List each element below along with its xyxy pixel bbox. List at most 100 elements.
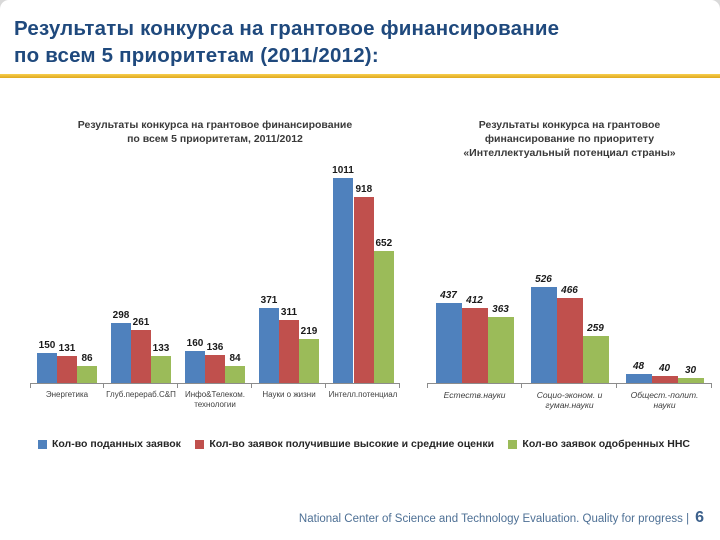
bar [530,287,557,383]
category-label: Социо-эконом. и гуман.науки [536,390,603,410]
category-group: 437 412 363 [427,168,522,388]
bar-with-label: 918 [353,183,374,383]
bar-value-label: 298 [112,309,130,321]
bar-with-label: 437 [435,290,462,383]
bar-value-label: 371 [260,294,278,306]
bar-with-label: 412 [461,294,488,383]
bar-with-label: 1011 [332,165,354,383]
bar-with-label: 259 [582,322,609,383]
bar-value-label: 526 [535,274,552,286]
bar-value-label: 311 [280,306,298,318]
bar [299,338,319,383]
bar-value-label: 150 [38,339,56,351]
bar-with-label: 371 [259,295,279,383]
bar [353,196,374,383]
bar [259,307,279,383]
bar-with-label: 133 [151,343,171,383]
legend-swatch-icon [195,439,205,449]
bar [225,366,245,383]
bar [487,316,514,383]
bar-with-label: 30 [677,364,704,383]
bar [77,365,97,383]
bar [37,352,57,383]
bar [373,250,394,383]
chart-intellectual-potential: Результаты конкурса на грантовое финанси… [427,112,712,410]
bar [279,319,299,383]
bar-value-label: 160 [186,337,204,349]
bar-with-label: 652 [373,237,394,383]
chart-title-line: «Интеллектуальный потенциал страны» [463,147,676,159]
bar-with-label: 160 [185,337,205,383]
bar-value-label: 437 [440,290,457,302]
bar-with-label: 84 [225,353,245,383]
bar-value-label: 1011 [332,164,354,176]
category-label: Энергетика [45,390,89,399]
chart-title-line: по всем 5 приоритетам, 2011/2012 [127,133,303,145]
bar-with-label: 466 [556,285,583,383]
bar-value-label: 219 [300,325,318,337]
category-label: Глуб.перераб.С&П [106,390,176,399]
bar [461,307,488,383]
footer-text: National Center of Science and Technolog… [298,513,690,525]
chart-intellectual-potential-category-axis: Естеств.науки Социо-эконом. и гуман.науки… [427,390,712,410]
bar-value-label: 918 [355,183,373,195]
bar [556,298,583,383]
category-label: Интелл.потенциал [328,390,398,399]
bar [151,356,171,383]
bar-value-label: 136 [206,342,224,354]
slide-footer: National Center of Science and Technolog… [299,509,704,527]
bar-with-label: 526 [530,274,557,383]
legend-label: Кол-во поданных заявок [52,438,181,450]
legend-item: Кол-во заявок получившие высокие и средн… [195,438,494,450]
category-group: 1011 918 652 [326,165,400,388]
bar-with-label: 48 [625,361,652,383]
category-group: 371 311 219 [252,168,326,388]
category-label: Инфо&Телеком. технологии [184,390,246,409]
bar [677,377,704,383]
bar [625,374,652,383]
legend-item: Кол-во поданных заявок [38,438,181,450]
legend-swatch-icon [508,439,518,449]
bar-with-label: 40 [651,363,678,383]
category-group: 160 136 84 [178,168,252,388]
bar-value-label: 259 [587,322,604,334]
category-group: 298 261 133 [104,168,178,388]
bar-with-label: 86 [77,353,97,383]
chart-title-line: Результаты конкурса на грантовое финанси… [77,119,353,131]
category-label: Естеств.науки [443,390,506,400]
bar [57,356,77,383]
bar [205,355,225,383]
bar-value-label: 84 [229,353,241,364]
category-group: 150 131 86 [30,168,104,388]
chart-all-priorities-category-axis: Энергетика Глуб.перераб.С&П Инфо&Телеком. … [30,390,400,410]
bar-with-label: 131 [57,343,77,383]
bar-value-label: 30 [684,364,697,376]
bar [435,303,462,383]
bar-with-label: 150 [37,340,57,383]
category-group: 526 466 259 [522,168,617,388]
chart-all-priorities-plot: 150 131 86 298 261 133 160 136 84 371 311 219 1011 91… [30,165,400,388]
bar-with-label: 311 [279,307,299,383]
chart-all-priorities-title: Результаты конкурса на грантовое финанси… [30,112,400,168]
legend-item: Кол-во заявок одобренных ННС [508,438,690,450]
slide-title-line-2: по всем 5 приоритетам (2011/2012): [14,44,379,67]
bar-value-label: 261 [132,317,150,329]
bar-value-label: 652 [375,237,393,249]
bar-value-label: 412 [466,294,483,306]
bar-value-label: 466 [561,285,578,297]
bar [111,322,131,383]
chart-intellectual-potential-plot: 437 412 363 526 466 259 48 40 30 [427,168,712,388]
bar [185,350,205,383]
bar [651,375,678,383]
bar-value-label: 133 [152,343,170,354]
bar-with-label: 136 [205,342,225,383]
chart-all-priorities: Результаты конкурса на грантовое финанси… [30,112,400,410]
charts-area: Результаты конкурса на грантовое финанси… [0,112,720,410]
chart-title-line: Результаты конкурса на грантовое [478,119,661,131]
category-label: Общест.-полит. науки [630,390,699,410]
bar-with-label: 261 [131,317,151,383]
chart-title-line: финансирование по приоритету [484,133,655,145]
bar-with-label: 363 [487,304,514,383]
bar-with-label: 219 [299,326,319,383]
